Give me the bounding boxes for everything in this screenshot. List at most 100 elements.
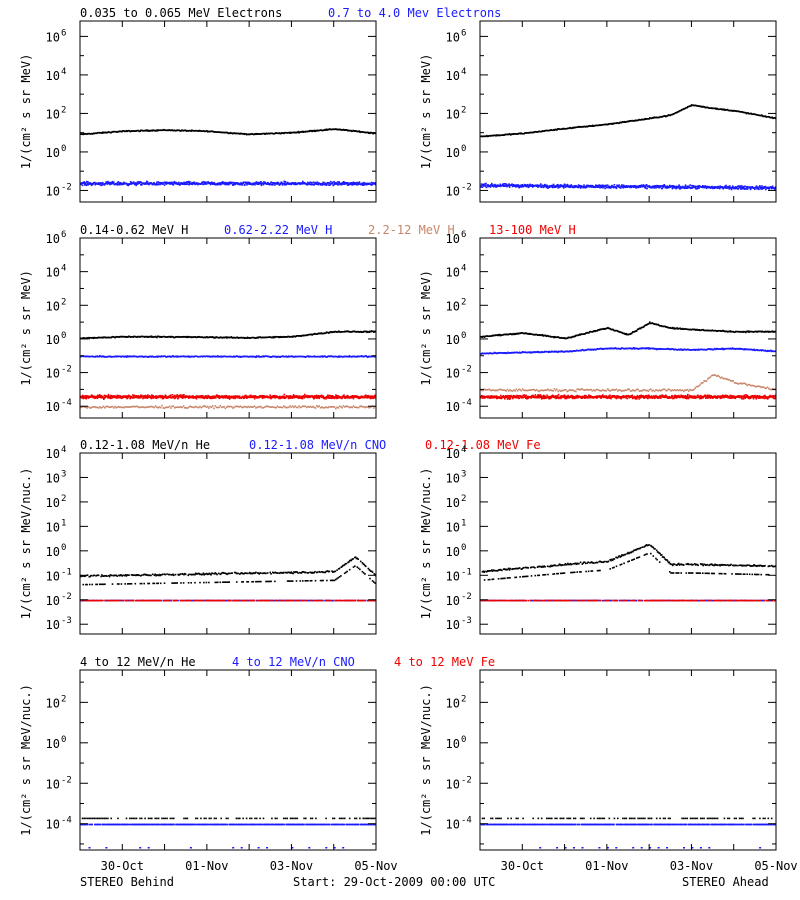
data-point — [623, 121, 625, 123]
data-point — [361, 406, 364, 408]
data-point — [343, 181, 345, 184]
data-point — [238, 406, 241, 408]
data-point — [164, 181, 167, 184]
data-point — [541, 334, 544, 336]
data-point — [760, 186, 763, 189]
data-point — [504, 183, 507, 185]
data-point — [189, 405, 191, 408]
data-point — [89, 133, 91, 135]
data-point — [233, 182, 236, 184]
y-tick-label-exp: 6 — [61, 28, 66, 38]
data-point — [230, 336, 233, 338]
data-point — [227, 182, 229, 184]
data-point — [325, 183, 327, 185]
data-point — [341, 331, 344, 333]
legend-entry: 0.12-1.08 MeV/n He — [80, 438, 210, 452]
data-point — [592, 185, 594, 187]
legend-row-electrons: 0.035 to 0.065 MeV Electrons 0.7 to 4.0 … — [80, 6, 501, 20]
data-point — [517, 184, 519, 186]
series-blue — [80, 355, 376, 359]
data-point — [702, 185, 704, 187]
data-point — [85, 395, 87, 397]
data-point — [320, 394, 323, 397]
data-point — [679, 185, 682, 188]
data-point — [224, 395, 226, 397]
data-point — [115, 395, 118, 398]
data-point — [325, 356, 328, 358]
data-point — [146, 395, 148, 398]
data-point — [642, 118, 644, 121]
data-point — [722, 348, 724, 351]
data-point — [102, 405, 105, 408]
data-point — [562, 187, 565, 189]
data-point — [266, 183, 269, 185]
data-point — [694, 104, 697, 107]
data-point — [665, 187, 667, 189]
data-point — [340, 355, 342, 358]
data-point — [724, 187, 727, 189]
data-point — [761, 185, 763, 187]
data-point — [677, 111, 679, 113]
data-point — [306, 355, 309, 358]
data-point — [503, 184, 505, 187]
data-point — [86, 407, 88, 409]
y-tick-label-base: 10 — [46, 333, 60, 347]
data-point — [315, 395, 317, 398]
data-point — [177, 397, 180, 399]
data-point — [704, 186, 706, 189]
data-point — [675, 348, 678, 351]
data-point — [300, 406, 303, 408]
data-point — [575, 126, 577, 129]
data-point — [255, 407, 257, 409]
data-point — [362, 406, 365, 408]
data-point — [547, 187, 549, 189]
data-point — [615, 187, 618, 190]
data-point — [287, 397, 290, 400]
data-point — [365, 355, 367, 357]
data-point — [483, 183, 486, 185]
data-point — [284, 182, 286, 184]
data-point — [658, 185, 660, 187]
data-point — [630, 186, 633, 189]
data-point — [511, 185, 514, 188]
data-point — [557, 185, 559, 188]
data-point — [569, 186, 572, 189]
data-point — [149, 405, 152, 408]
data-point — [273, 396, 276, 399]
data-point — [231, 406, 233, 408]
data-point — [139, 181, 142, 183]
data-point — [256, 397, 258, 399]
data-point — [200, 406, 203, 409]
data-point — [222, 181, 225, 184]
data-point — [548, 185, 551, 187]
data-point — [556, 129, 558, 131]
data-point — [334, 181, 336, 184]
y-axis-label: 1/(cm² s sr MeV) — [419, 54, 433, 170]
data-point — [313, 396, 315, 398]
data-point — [728, 188, 731, 190]
data-point — [292, 396, 294, 399]
data-point — [309, 183, 312, 186]
data-point — [363, 396, 366, 399]
y-tick-label-exp: 6 — [461, 28, 466, 38]
data-point — [648, 185, 651, 187]
data-point — [156, 130, 158, 132]
data-point — [87, 181, 89, 183]
data-point — [132, 394, 134, 396]
data-point — [105, 336, 107, 339]
data-point — [97, 407, 100, 409]
data-point — [224, 396, 227, 398]
data-point — [675, 187, 677, 190]
data-point — [675, 185, 678, 188]
data-point — [136, 396, 139, 398]
data-point — [357, 331, 360, 333]
data-point — [211, 183, 214, 185]
data-point — [291, 336, 294, 338]
data-point — [98, 396, 100, 398]
data-point — [282, 397, 284, 399]
data-point — [346, 397, 349, 399]
data-point — [107, 397, 109, 399]
data-point — [296, 131, 299, 134]
data-point — [106, 336, 109, 339]
data-point — [592, 330, 595, 333]
